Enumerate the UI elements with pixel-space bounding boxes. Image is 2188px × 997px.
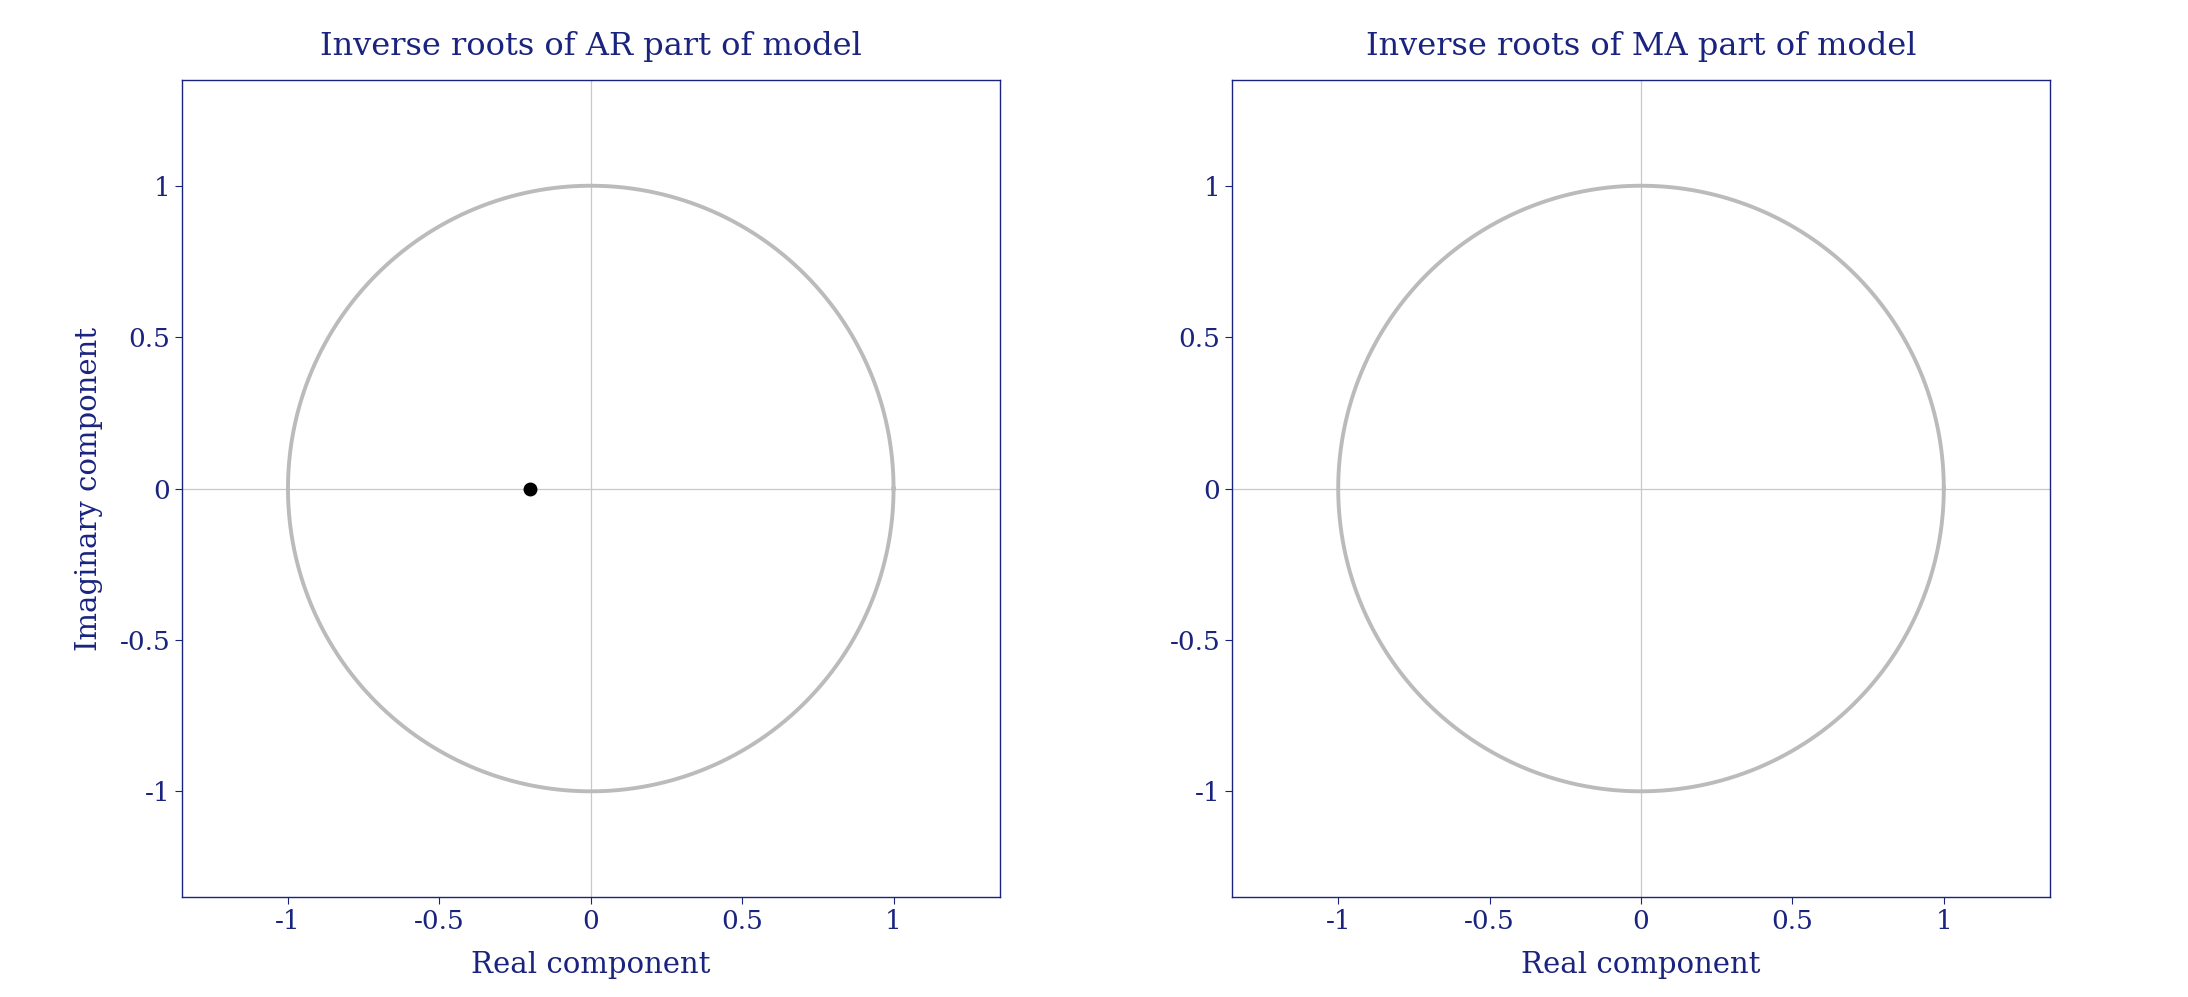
Title: Inverse roots of MA part of model: Inverse roots of MA part of model <box>1365 31 1917 62</box>
X-axis label: Real component: Real component <box>470 951 711 979</box>
X-axis label: Real component: Real component <box>1521 951 1761 979</box>
Y-axis label: Imaginary component: Imaginary component <box>74 327 103 650</box>
Title: Inverse roots of AR part of model: Inverse roots of AR part of model <box>319 31 862 62</box>
